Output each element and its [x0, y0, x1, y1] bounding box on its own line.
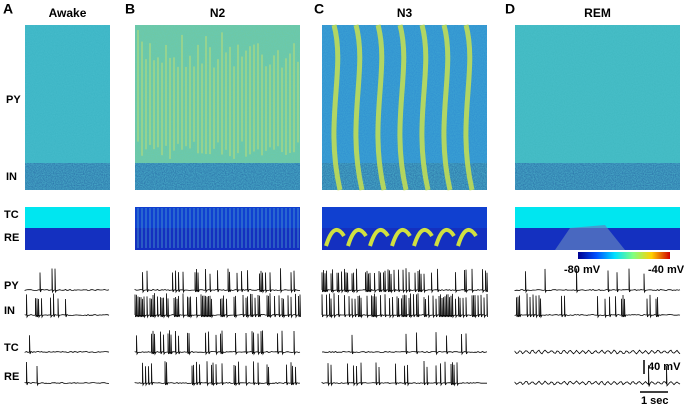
wave	[456, 227, 478, 247]
wave	[419, 24, 431, 191]
voltage-scale-label: 40 mV	[648, 361, 681, 373]
traces	[24, 268, 681, 387]
heatmap-label: RE	[4, 232, 19, 244]
panel-letter: A	[3, 1, 13, 17]
wave	[441, 24, 453, 191]
wave	[412, 227, 434, 247]
trace	[134, 268, 300, 294]
trace	[321, 361, 488, 387]
py-noise	[515, 25, 680, 163]
trace	[134, 330, 301, 356]
wave	[368, 227, 390, 247]
panel-title: N2	[210, 6, 226, 20]
time-scale-label: 1 sec	[641, 395, 669, 407]
tc-map	[322, 207, 487, 228]
trace	[134, 361, 301, 387]
panel-title: REM	[584, 6, 611, 20]
wave	[324, 227, 346, 247]
tc-map	[515, 207, 680, 228]
colorbar-max: -40 mV	[648, 264, 685, 276]
wave	[397, 24, 409, 191]
trace	[24, 335, 110, 355]
wave	[434, 227, 456, 247]
wave	[346, 227, 368, 247]
trace	[321, 293, 488, 319]
burst	[555, 225, 625, 250]
trace	[24, 293, 110, 319]
heatmap-label: TC	[4, 209, 19, 221]
panel-title: N3	[397, 6, 413, 20]
panel-letter: D	[505, 1, 515, 17]
wave	[331, 24, 343, 191]
panel-letter: B	[125, 1, 135, 17]
panel-letter: C	[314, 1, 324, 17]
colorbar	[578, 252, 670, 259]
colorbar-min: -80 mV	[564, 264, 601, 276]
heatmap-label: PY	[6, 94, 21, 106]
trace	[321, 332, 488, 356]
in-noise	[135, 163, 300, 190]
wave	[463, 24, 475, 191]
py-noise	[25, 25, 110, 163]
wave	[353, 24, 365, 191]
trace-label: IN	[4, 305, 15, 317]
trace	[514, 349, 681, 355]
trace	[321, 268, 488, 294]
trace	[514, 293, 681, 319]
trace	[24, 268, 110, 294]
trace-label: RE	[4, 371, 19, 383]
trace-label: TC	[4, 342, 19, 354]
heatmaps	[25, 24, 680, 250]
trace	[134, 293, 301, 319]
wave	[375, 24, 387, 191]
wave	[390, 227, 412, 247]
trace	[24, 361, 110, 387]
panel-title: Awake	[49, 6, 87, 20]
tc-map	[25, 207, 110, 228]
heatmap-label: IN	[6, 171, 17, 183]
re-map	[25, 228, 110, 250]
trace-label: PY	[4, 280, 19, 292]
in-noise	[25, 163, 110, 190]
trace	[514, 268, 681, 294]
in-noise	[515, 163, 680, 190]
trace	[514, 365, 681, 387]
